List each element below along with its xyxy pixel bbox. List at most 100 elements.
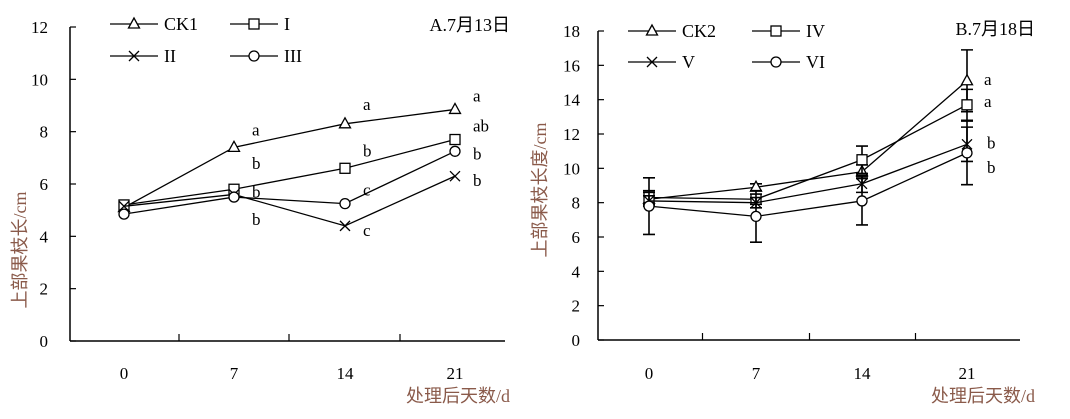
legend-label: I (284, 14, 290, 34)
square-marker (248, 18, 260, 30)
significance-letter: a (473, 86, 481, 105)
square-marker (856, 154, 868, 166)
significance-letter: a (984, 92, 992, 111)
square-marker (449, 133, 461, 146)
series-IV: a IV (643, 21, 992, 206)
y-tick-label: 18 (563, 22, 580, 41)
y-tick-label: 8 (572, 194, 581, 213)
significance-letter: b (987, 133, 996, 152)
legend-label: CK2 (682, 21, 716, 41)
triangle-marker (227, 140, 241, 153)
x-marker (128, 50, 140, 62)
circle-marker (961, 147, 973, 159)
significance-letter: a (252, 120, 260, 139)
significance-letter: a (984, 70, 992, 89)
y-tick-label: 4 (40, 227, 49, 246)
significance-letter: ab (473, 117, 489, 136)
legend-label: CK1 (164, 14, 198, 34)
y-tick-label: 6 (40, 175, 49, 194)
significance-letter: b (473, 171, 482, 190)
series-line (123, 150, 456, 215)
x-marker (646, 56, 658, 68)
legend-label: III (284, 46, 302, 66)
series-line (648, 143, 968, 204)
significance-letter: c (363, 221, 371, 240)
x-marker (449, 170, 461, 182)
series-VI: b VI (643, 52, 996, 243)
series-line (648, 104, 968, 200)
significance-letter: b (252, 154, 261, 173)
y-tick-label: 10 (563, 159, 580, 178)
triangle-marker (338, 116, 352, 129)
series-II: b c b II (110, 46, 482, 240)
x-axis-label: 处理后天数/d (406, 386, 510, 406)
y-tick-label: 0 (40, 332, 49, 351)
circle-marker (228, 191, 240, 203)
circle-marker (770, 56, 782, 68)
series-line (648, 152, 968, 218)
x-tick-label: 0 (120, 364, 129, 383)
circle-marker (856, 195, 868, 207)
triangle-marker (448, 102, 462, 115)
circle-marker (643, 200, 655, 212)
circle-marker (248, 50, 260, 62)
circle-marker (449, 145, 461, 157)
x-axis-label: 处理后天数/d (931, 386, 1035, 406)
series-CK1: a a a CK1 (110, 14, 481, 213)
square-marker (118, 199, 130, 211)
series-line (123, 175, 456, 227)
square-marker (770, 25, 782, 37)
significance-letter: b (473, 144, 482, 163)
panel-title: A.7月13日 (430, 15, 511, 35)
y-tick-label: 4 (572, 262, 581, 281)
legend-label: II (164, 46, 176, 66)
y-axis-label: 上部果枝长度/cm (530, 123, 550, 258)
x-tick-label: 7 (752, 364, 761, 383)
square-marker (339, 162, 351, 174)
y-tick-label: 12 (563, 125, 580, 144)
y-tick-label: 10 (31, 70, 48, 89)
significance-letter: a (363, 95, 371, 114)
significance-letter: c (363, 181, 371, 200)
x-marker (339, 220, 351, 232)
significance-letter: b (252, 210, 261, 229)
y-tick-label: 0 (572, 331, 581, 350)
y-axis-label: 上部果枝长/cm (10, 192, 30, 309)
y-tick-label: 2 (40, 280, 49, 299)
y-tick-label: 8 (40, 123, 49, 142)
triangle-marker (960, 73, 974, 86)
x-tick-label: 14 (854, 364, 872, 383)
circle-marker (750, 210, 762, 223)
y-tick-label: 6 (572, 228, 581, 247)
series-CK2: a CK2 (628, 21, 992, 207)
series-V: bV (628, 52, 996, 209)
legend-label: VI (806, 52, 825, 72)
series-line (123, 138, 456, 206)
x-tick-label: 7 (230, 364, 239, 383)
significance-letter: b (363, 141, 372, 160)
y-tick-label: 16 (563, 56, 580, 75)
x-tick-label: 21 (959, 364, 976, 383)
panel-title: B.7月18日 (955, 19, 1035, 39)
significance-letter: b (987, 158, 996, 177)
triangle-marker (645, 23, 659, 36)
y-tick-label: 2 (572, 297, 581, 316)
significance-letter: b (252, 182, 261, 201)
x-tick-label: 0 (645, 364, 654, 383)
square-marker (961, 99, 973, 111)
chart-panel-1: 0 2 4 6 8 10 12 14 16 18 0 7 14 21 处理后天数/d 上部果枝长度/cm B.7… (530, 19, 1035, 406)
x-tick-label: 14 (337, 364, 355, 383)
legend-label: IV (806, 21, 825, 41)
x-tick-label: 21 (447, 364, 464, 383)
series-line (648, 80, 968, 200)
series-III: b c b III (118, 46, 482, 229)
y-tick-label: 12 (31, 18, 48, 37)
circle-marker (339, 197, 351, 210)
y-tick-label: 14 (563, 91, 581, 110)
circle-marker (118, 208, 130, 220)
legend-label: V (682, 52, 695, 72)
